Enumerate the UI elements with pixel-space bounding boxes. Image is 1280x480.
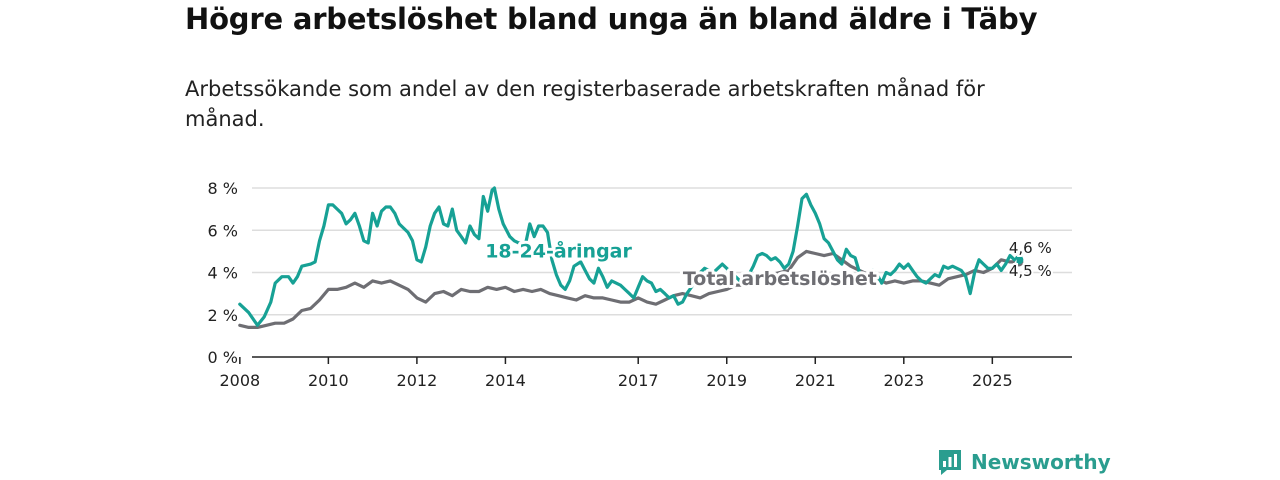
- end-label-total: 4,5 %: [1009, 262, 1052, 280]
- y-tick-label: 0 %: [208, 348, 238, 367]
- x-tick-label: 2014: [485, 371, 526, 390]
- end-label-youth: 4,6 %: [1009, 239, 1052, 257]
- x-tick-label: 2021: [795, 371, 836, 390]
- x-tick-label: 2023: [883, 371, 924, 390]
- y-tick-label: 2 %: [208, 306, 238, 325]
- x-tick-label: 2017: [618, 371, 659, 390]
- chart-subtitle: Arbetssökande som andel av den registerb…: [185, 77, 985, 131]
- series-line-youth: [238, 186, 1021, 327]
- chart-title: Högre arbetslöshet bland unga än bland ä…: [185, 2, 1038, 36]
- series-line-youth-end-point: [1014, 255, 1024, 265]
- x-tick-label: 2008: [219, 371, 260, 390]
- series-line-total: [238, 249, 1021, 329]
- y-tick-label: 6 %: [208, 221, 238, 240]
- x-axis-ticks: 2008 2010 2012 2014 2017 2019 2021 2023 2025: [219, 357, 1013, 390]
- brand-logo: Newsworthy: [937, 448, 1111, 476]
- y-tick-label: 4 %: [208, 264, 238, 283]
- gridlines: [252, 187, 1072, 358]
- x-tick-label: 2025: [972, 371, 1013, 390]
- series-label-youth: 18-24-åringar: [485, 239, 632, 263]
- y-axis-ticks: 0 % 2 % 4 % 6 % 8 %: [208, 179, 238, 367]
- series-labels: 18-24-åringar Total arbetslöshet 4,6 % 4,5 …: [482, 236, 1054, 293]
- x-tick-label: 2010: [308, 371, 349, 390]
- series-label-total: Total arbetslöshet: [683, 268, 877, 290]
- brand-name: Newsworthy: [971, 450, 1111, 474]
- series-lines: [238, 186, 1024, 329]
- newsworthy-logo-icon: [939, 450, 961, 475]
- x-tick-label: 2012: [397, 371, 438, 390]
- x-tick-label: 2019: [706, 371, 747, 390]
- y-tick-label: 8 %: [208, 179, 238, 198]
